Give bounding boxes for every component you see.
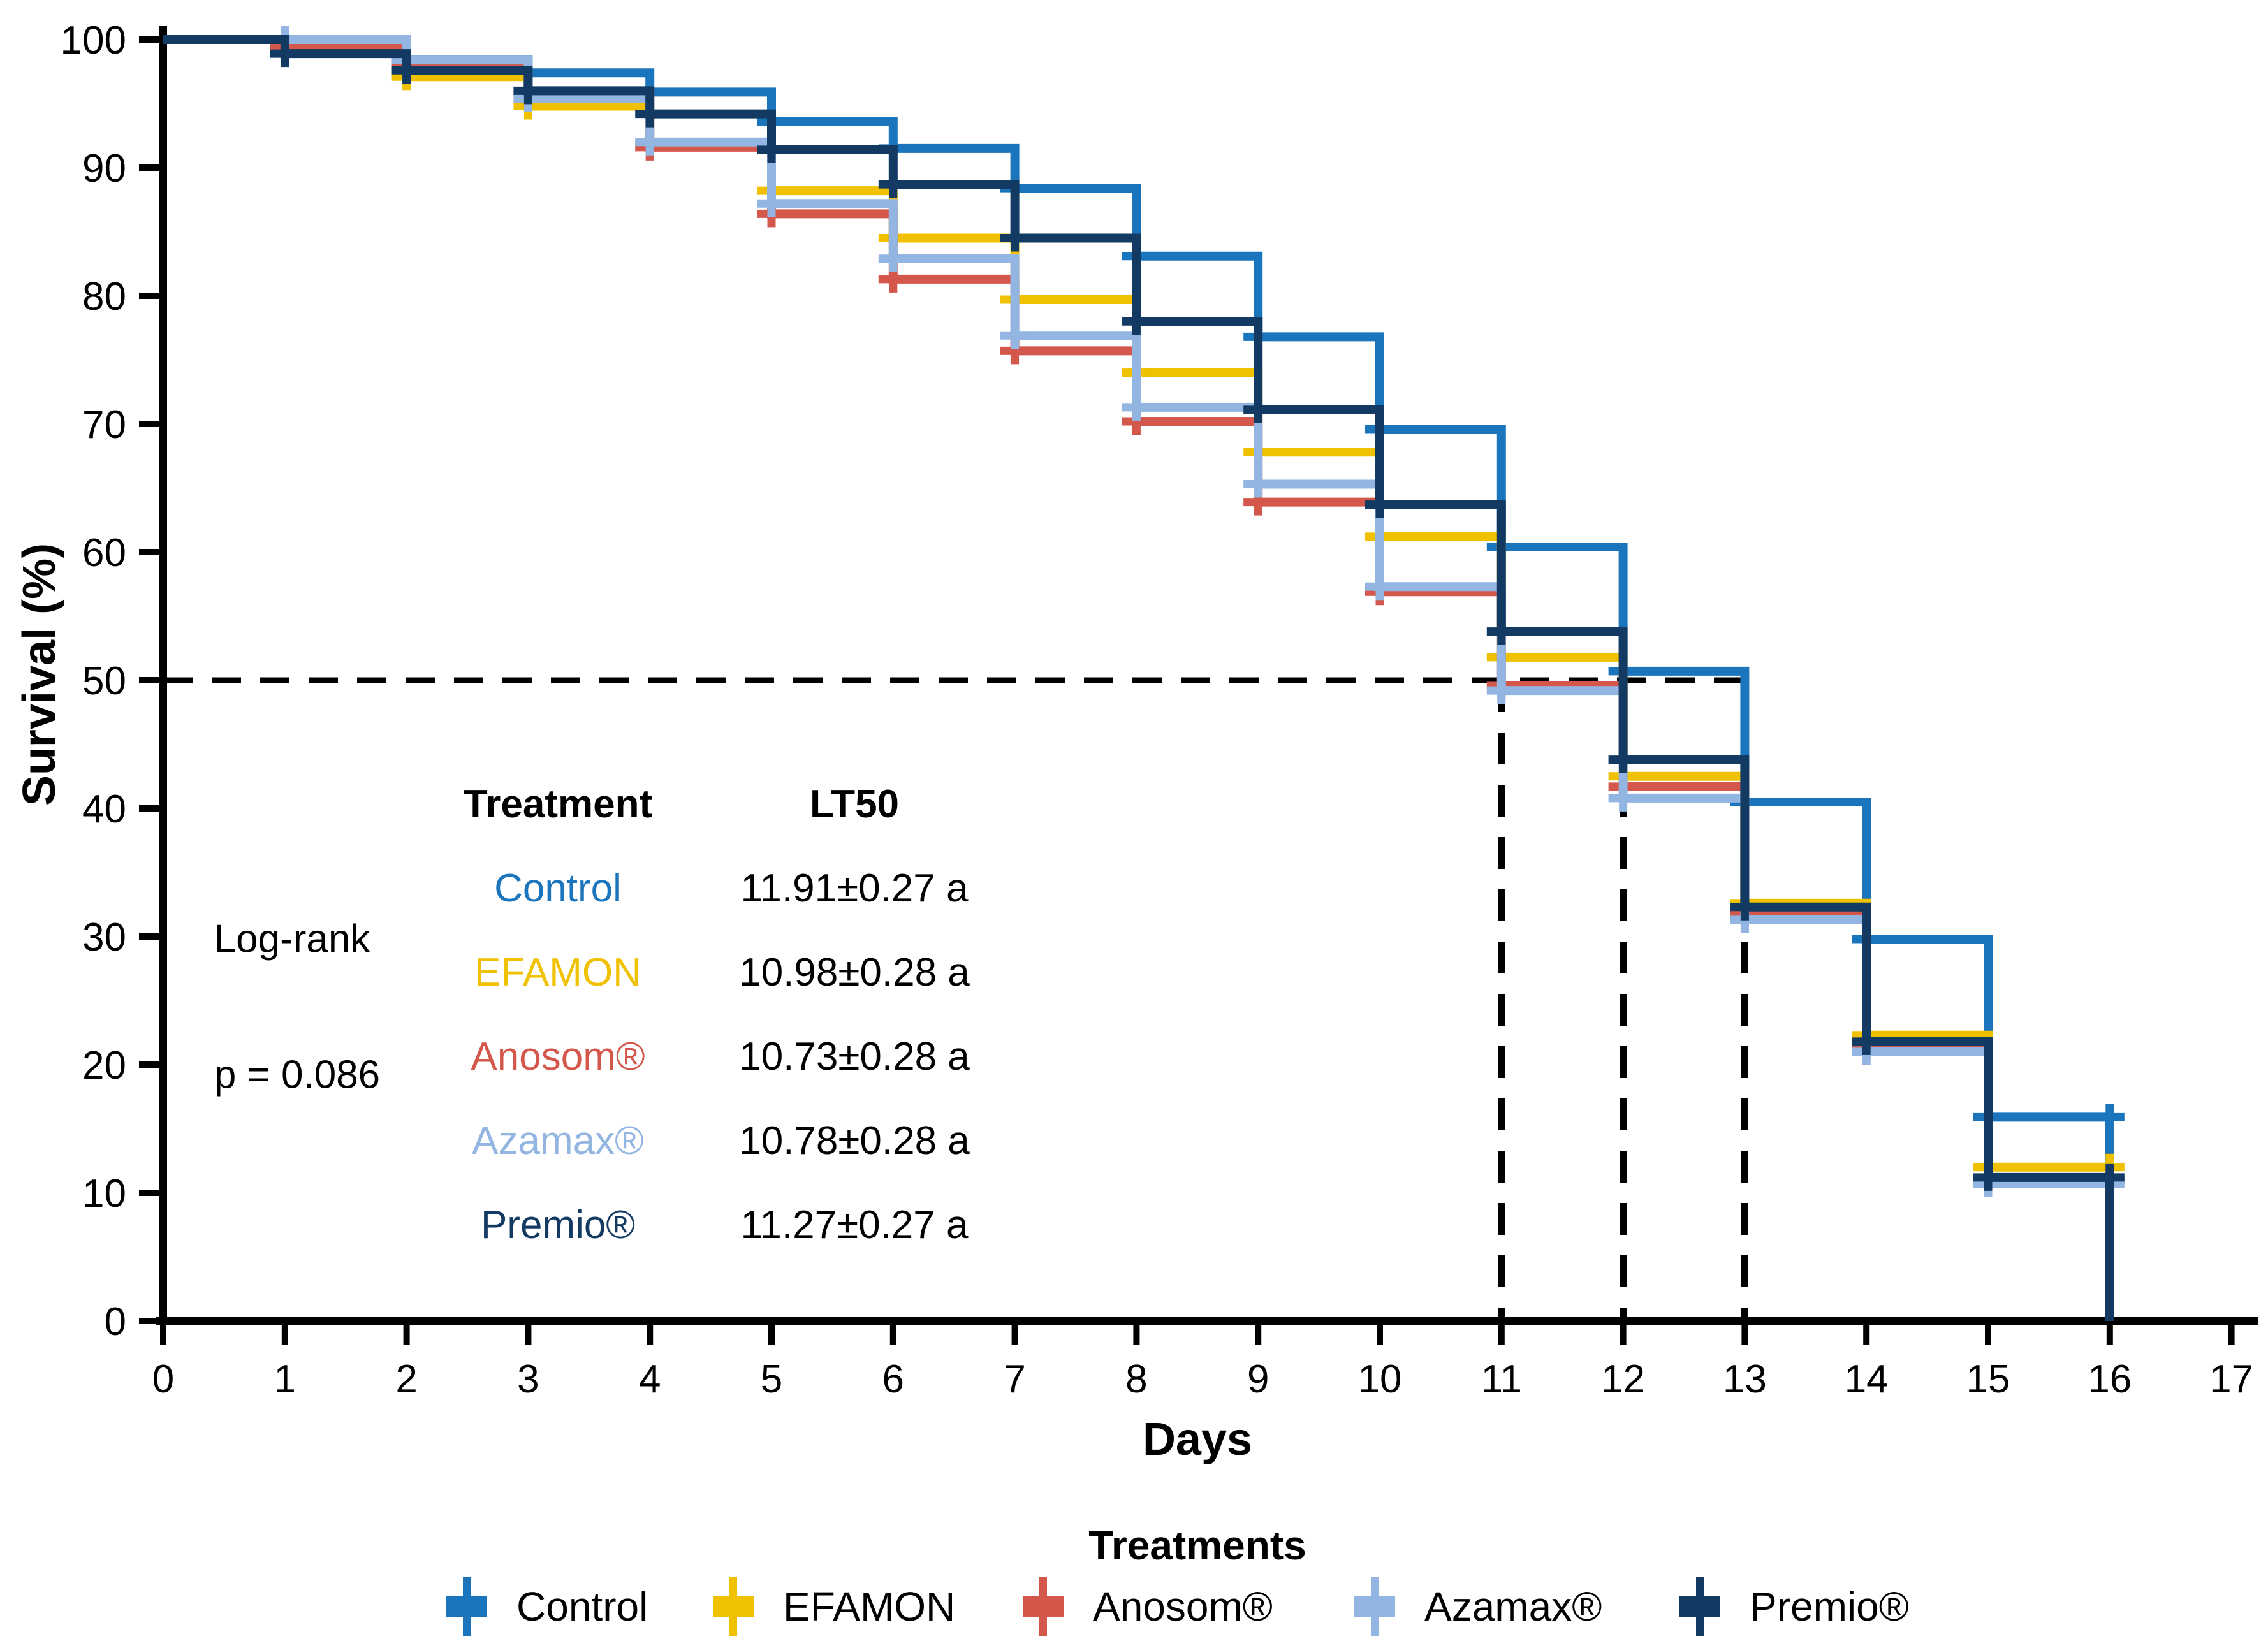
x-tick-label-10: 10 (1358, 1357, 1402, 1401)
lt50-row-value-azamax: 10.78±0.28 a (739, 1118, 970, 1163)
lt50-row-value-premio: 11.27±0.27 a (740, 1202, 969, 1247)
legend-title: Treatments (1088, 1522, 1306, 1568)
x-tick-label-7: 7 (1004, 1357, 1025, 1401)
lt50-row-name-azamax: Azamax® (472, 1118, 644, 1163)
lt50-table-header-treatment: Treatment (463, 782, 653, 826)
lt50-row-name-efamon: EFAMON (474, 950, 641, 995)
series-path-azamax (163, 35, 2114, 1321)
x-tick-label-14: 14 (1845, 1357, 1889, 1401)
legend-label-anosom: Anosom® (1093, 1584, 1273, 1630)
y-tick-label-10: 10 (82, 1172, 126, 1216)
x-tick-label-0: 0 (152, 1357, 174, 1401)
y-tick-label-0: 0 (105, 1300, 126, 1344)
x-tick-label-15: 15 (1966, 1357, 2010, 1401)
legend-label-efamon: EFAMON (783, 1584, 956, 1630)
legend-label-premio: Premio® (1750, 1584, 1909, 1630)
lt50-table: Treatment LT50 Control 11.91±0.27 a EFAMON… (408, 762, 1001, 1267)
lt50-row-name-control: Control (494, 866, 622, 910)
y-tick-label-30: 30 (82, 915, 126, 959)
y-tick-label-60: 60 (82, 531, 126, 575)
p-value-label: p = 0.086 (214, 1053, 381, 1097)
legend: Control EFAMON Anosom® Azamax® Premio® (0, 1575, 2268, 1645)
x-tick-label-17: 17 (2209, 1357, 2253, 1401)
stat-test-label: Log-rank (214, 917, 370, 961)
y-tick-label-50: 50 (82, 659, 126, 703)
lt50-row-value-anosom: 10.73±0.28 a (739, 1034, 970, 1079)
x-tick-label-5: 5 (761, 1357, 782, 1401)
legend-label-control: Control (516, 1584, 648, 1630)
x-tick-label-4: 4 (639, 1357, 661, 1401)
lt50-row-value-efamon: 10.98±0.28 a (739, 950, 970, 995)
y-tick-label-20: 20 (82, 1044, 126, 1088)
legend-item-efamon: EFAMON (713, 1575, 955, 1638)
x-tick-label-8: 8 (1125, 1357, 1147, 1401)
y-tick-label-70: 70 (82, 403, 126, 447)
x-tick-label-3: 3 (517, 1357, 539, 1401)
legend-item-anosom: Anosom® (1023, 1575, 1273, 1638)
x-tick-label-6: 6 (882, 1357, 904, 1401)
y-tick-label-80: 80 (82, 275, 126, 319)
legend-key-plus-icon (1679, 1596, 1720, 1617)
x-tick-label-12: 12 (1601, 1357, 1645, 1401)
x-tick-label-1: 1 (274, 1357, 296, 1401)
y-axis-title: Survival (%) (14, 543, 65, 806)
y-tick-label-100: 100 (61, 18, 126, 62)
lt50-row-name-anosom: Anosom® (471, 1034, 645, 1079)
x-axis-title: Days (1142, 1414, 1253, 1465)
lt50-table-header-lt50: LT50 (809, 782, 900, 826)
x-tick-label-16: 16 (2088, 1357, 2132, 1401)
legend-key-plus-icon (446, 1596, 487, 1617)
lt50-row-name-premio: Premio® (480, 1202, 636, 1247)
legend-item-premio: Premio® (1679, 1575, 1909, 1638)
y-tick-label-90: 90 (82, 147, 126, 191)
x-tick-label-2: 2 (395, 1357, 417, 1401)
legend-item-control: Control (446, 1575, 648, 1638)
lt50-row-value-control: 11.91±0.27 a (740, 866, 969, 910)
x-tick-label-11: 11 (1481, 1357, 1522, 1401)
x-tick-label-9: 9 (1247, 1357, 1269, 1401)
legend-key-plus-icon (1354, 1596, 1395, 1617)
y-tick-label-40: 40 (82, 787, 126, 831)
legend-item-azamax: Azamax® (1354, 1575, 1602, 1638)
legend-label-azamax: Azamax® (1424, 1584, 1602, 1630)
x-tick-label-13: 13 (1723, 1357, 1767, 1401)
legend-key-plus-icon (1023, 1596, 1064, 1617)
legend-key-plus-icon (713, 1596, 754, 1617)
